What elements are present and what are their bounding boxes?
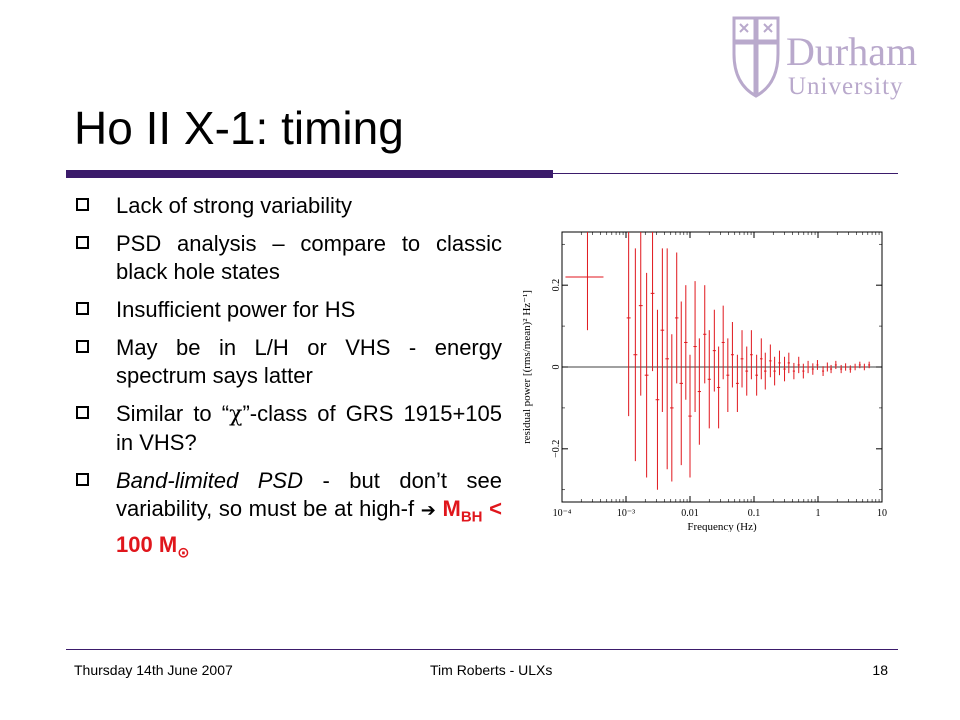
arrow-icon: ➔ bbox=[420, 500, 436, 521]
square-bullet-icon bbox=[76, 302, 89, 315]
logo-line1: Durham bbox=[786, 29, 918, 74]
mass-subscript: BH bbox=[460, 508, 483, 526]
bullet-text-rest: - but don’t see variability, so must be … bbox=[116, 468, 502, 521]
x-tick-label: 10⁻³ bbox=[617, 508, 635, 519]
bullet-text: Insufficient power for HS bbox=[116, 297, 356, 322]
chi-symbol: χ bbox=[229, 402, 243, 427]
durham-university-logo bbox=[732, 16, 780, 98]
x-axis-label: Frequency (Hz) bbox=[687, 521, 757, 532]
bullet-item: Insufficient power for HS bbox=[72, 296, 502, 324]
sun-symbol: ⊙ bbox=[177, 543, 190, 562]
footer-date: Thursday 14th June 2007 bbox=[74, 662, 233, 678]
bullet-item: Similar to “χ”-class of GRS 1915+105 in … bbox=[72, 400, 502, 457]
bullet-list: Lack of strong variability PSD analysis … bbox=[72, 192, 502, 577]
bullet-text-italic: Band-limited PSD bbox=[116, 468, 303, 493]
bullet-text: May be in L/H or VHS - energy spectrum s… bbox=[116, 335, 502, 388]
square-bullet-icon bbox=[76, 473, 89, 486]
slide-title: Ho II X-1: timing bbox=[74, 102, 404, 154]
psd-chart: 10⁻⁴ 10⁻³ 0.01 0.1 1 10 0.2 0 −0.2 Frequency (Hz)… bbox=[521, 231, 887, 532]
square-bullet-icon bbox=[76, 198, 89, 211]
crest-icon bbox=[732, 16, 780, 98]
x-tick-label: 0.1 bbox=[748, 508, 761, 519]
logo-line2: University bbox=[788, 73, 904, 100]
y-tick-label: −0.2 bbox=[551, 440, 562, 458]
title-rule-thick bbox=[66, 170, 553, 178]
bullet-item: Band-limited PSD - but don’t see variabi… bbox=[72, 467, 502, 567]
square-bullet-icon bbox=[76, 236, 89, 249]
x-tick-label: 10 bbox=[877, 508, 887, 519]
bullet-item: May be in L/H or VHS - energy spectrum s… bbox=[72, 334, 502, 390]
footer-author: Tim Roberts - ULXs bbox=[430, 662, 553, 678]
y-tick-label: 0.2 bbox=[551, 279, 562, 292]
y-tick-label: 0 bbox=[551, 365, 562, 370]
footer-rule bbox=[66, 649, 898, 650]
bullet-item: PSD analysis – compare to classic black … bbox=[72, 230, 502, 286]
square-bullet-icon bbox=[76, 406, 89, 419]
bullet-text: PSD analysis – compare to classic black … bbox=[116, 231, 502, 284]
footer-page-number: 18 bbox=[872, 662, 888, 678]
mass-m: M bbox=[442, 496, 461, 521]
mass-expression: MBH < 100 M⊙ bbox=[116, 496, 502, 562]
x-tick-label: 0.01 bbox=[681, 508, 699, 519]
bullet-text-pre: Similar to “ bbox=[116, 401, 230, 426]
bullet-item: Lack of strong variability bbox=[72, 192, 502, 220]
y-axis-label: residual power [(rms/mean)² Hz⁻¹] bbox=[521, 290, 533, 444]
bullet-text-post: ”-class of GRS 1915+105 in VHS? bbox=[116, 401, 503, 455]
square-bullet-icon bbox=[76, 340, 89, 353]
x-tick-label: 1 bbox=[816, 508, 821, 519]
bullet-text: Lack of strong variability bbox=[116, 193, 352, 218]
mass-limit: < 100 M bbox=[116, 496, 502, 558]
x-tick-label: 10⁻⁴ bbox=[553, 508, 572, 519]
title-rule-thin bbox=[553, 173, 898, 174]
